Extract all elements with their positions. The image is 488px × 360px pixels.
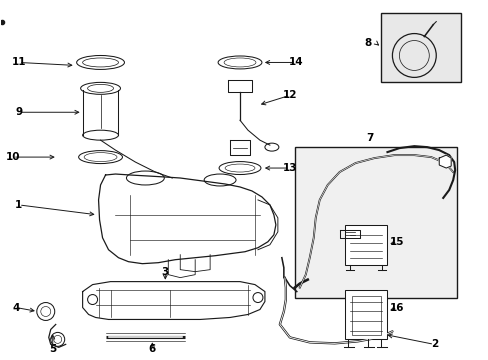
Text: 7: 7 [365, 133, 372, 143]
Bar [381, 13, 460, 82]
Text: 13: 13 [282, 163, 297, 173]
Polygon shape [438, 155, 450, 168]
Text: 9: 9 [15, 107, 22, 117]
Text: 12: 12 [282, 90, 297, 100]
Bar [344, 289, 386, 339]
Text: 16: 16 [389, 302, 404, 312]
Text: 5: 5 [49, 345, 56, 354]
Text: 1: 1 [15, 200, 22, 210]
Polygon shape [82, 282, 264, 319]
Bar [351, 296, 381, 336]
Bar [344, 225, 386, 265]
Text: 3: 3 [162, 267, 168, 276]
Text: 14: 14 [288, 58, 303, 67]
Text: 11: 11 [12, 58, 26, 67]
Text: 6: 6 [148, 345, 156, 354]
Text: 10: 10 [6, 152, 20, 162]
Text: 15: 15 [389, 237, 404, 247]
Polygon shape [99, 174, 275, 264]
Text: 8: 8 [364, 37, 371, 48]
Bar [294, 147, 456, 298]
Text: 4: 4 [12, 302, 20, 312]
Text: 2: 2 [430, 339, 437, 349]
